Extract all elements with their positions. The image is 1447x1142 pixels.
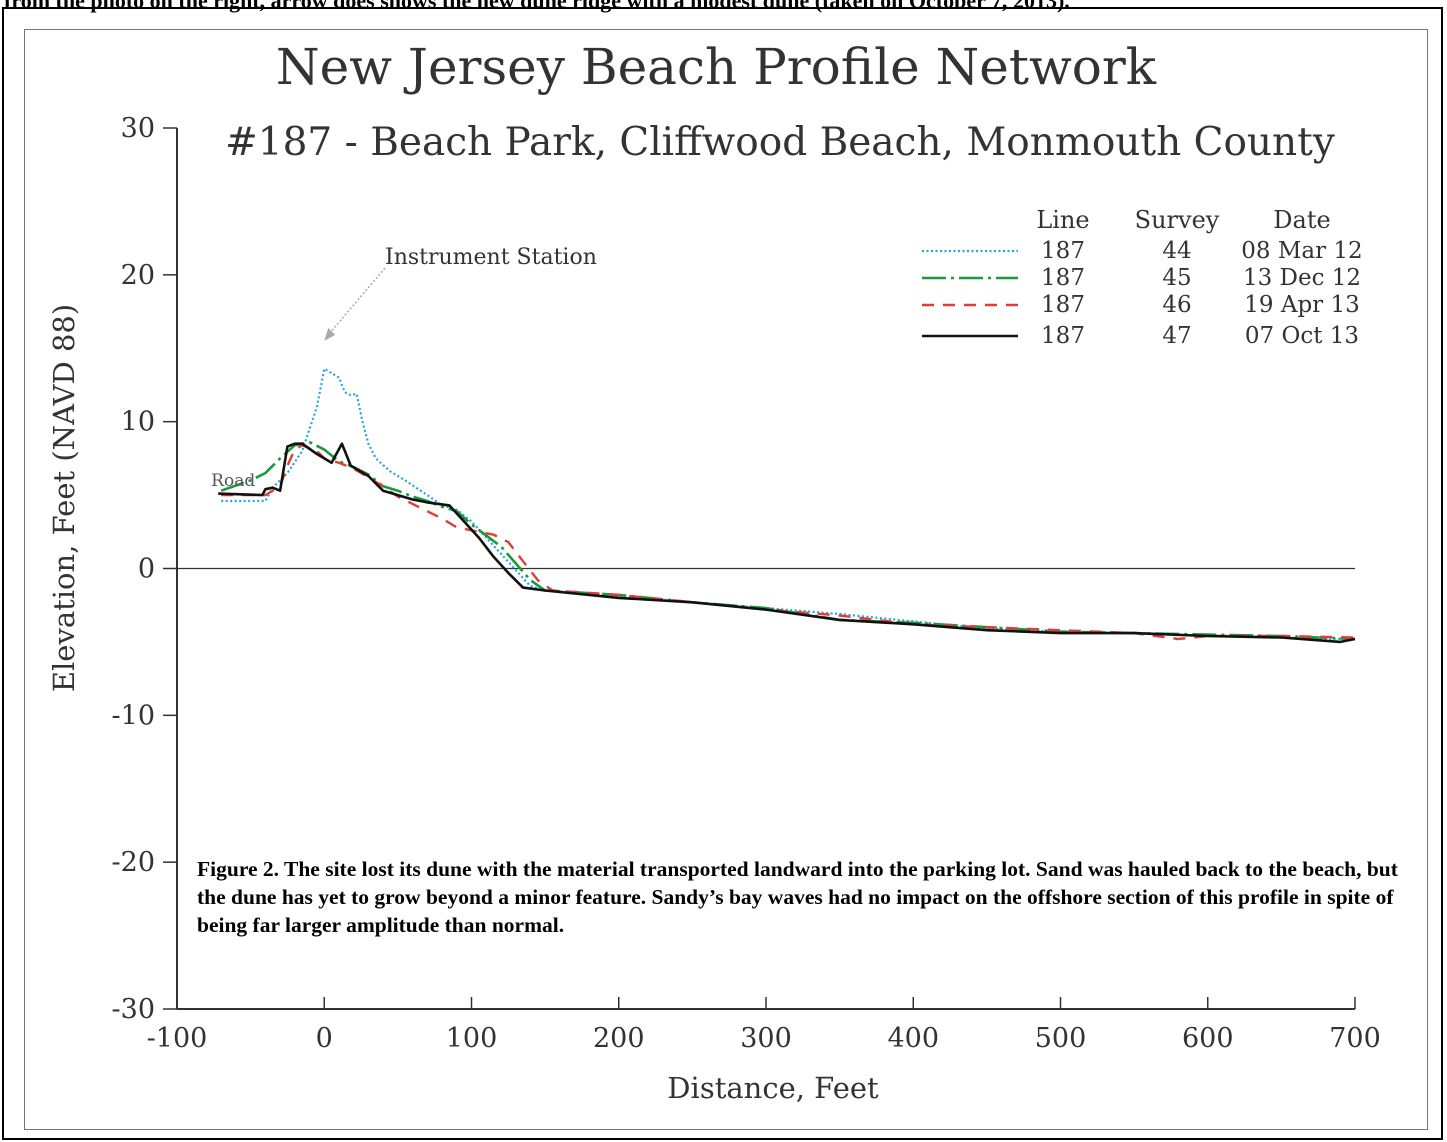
x-tick-label: 600 — [1182, 1023, 1234, 1054]
series-line-47 — [218, 442, 1356, 644]
legend-cell: 19 Apr 13 — [1244, 292, 1359, 318]
y-tick-label: -10 — [112, 700, 155, 731]
legend-cell: 45 — [1162, 265, 1191, 291]
legend-header: Survey — [1135, 206, 1220, 234]
x-tick-label: 500 — [1035, 1023, 1087, 1054]
chart-title: New Jersey Beach Profile Network — [276, 38, 1157, 96]
x-axis-ticks: -100 0 100 200 300 400 500 600 700 — [147, 997, 1381, 1054]
series-line-44 — [221, 367, 1355, 641]
figure-caption: Figure 2. The site lost its dune with th… — [197, 855, 1422, 939]
instrument-station-arrowhead — [324, 327, 336, 341]
y-tick-label: -20 — [112, 847, 155, 878]
legend-header: Line — [1036, 206, 1089, 234]
chart-subtitle: #187 - Beach Park, Cliffwood Beach, Monm… — [225, 120, 1335, 165]
instrument-station-label: Instrument Station — [385, 245, 597, 270]
x-tick-label: -100 — [147, 1023, 208, 1054]
x-tick-label: 300 — [740, 1023, 792, 1054]
x-tick-label: 200 — [593, 1023, 645, 1054]
legend-header: Date — [1273, 206, 1330, 234]
legend-cell: 13 Dec 12 — [1243, 265, 1361, 291]
y-tick-label: 0 — [138, 554, 155, 585]
legend-cell: 46 — [1162, 292, 1191, 318]
x-tick-label: 0 — [316, 1023, 333, 1054]
y-tick-label: -30 — [112, 994, 155, 1025]
series-layer — [218, 367, 1356, 644]
road-label: Road — [211, 471, 255, 491]
y-tick-label: 20 — [121, 260, 155, 291]
legend-cell: 07 Oct 13 — [1245, 323, 1359, 349]
legend-cell: 187 — [1041, 323, 1085, 349]
legend-cell: 47 — [1162, 323, 1191, 349]
x-tick-label: 100 — [446, 1023, 498, 1054]
x-axis-label: Distance, Feet — [667, 1071, 879, 1105]
legend-cell: 187 — [1041, 265, 1085, 291]
series-line-46 — [221, 444, 1356, 641]
y-axis-ticks: 30 20 10 0 -10 -20 -30 — [112, 113, 177, 1025]
instrument-station-leader — [327, 267, 386, 336]
y-tick-label: 30 — [121, 113, 155, 144]
annotations: Instrument Station Road — [211, 245, 597, 491]
legend-cell: 187 — [1041, 292, 1085, 318]
figure-inner-frame — [24, 29, 1428, 1130]
x-tick-label: 400 — [887, 1023, 939, 1054]
legend-cell: 187 — [1041, 238, 1085, 264]
header-text: from the photo on the right, arrow does … — [4, 0, 1070, 13]
legend-cell: 08 Mar 12 — [1241, 238, 1362, 264]
figure-frame — [2, 7, 1443, 1140]
y-tick-label: 10 — [121, 407, 155, 438]
legend: Line Survey Date 187 44 08 Mar 12 187 45 13 Dec … — [922, 206, 1363, 349]
legend-cell: 44 — [1162, 238, 1191, 264]
x-tick-label: 700 — [1329, 1023, 1381, 1054]
y-axis-label: Elevation, Feet (NAVD 88) — [47, 304, 81, 692]
